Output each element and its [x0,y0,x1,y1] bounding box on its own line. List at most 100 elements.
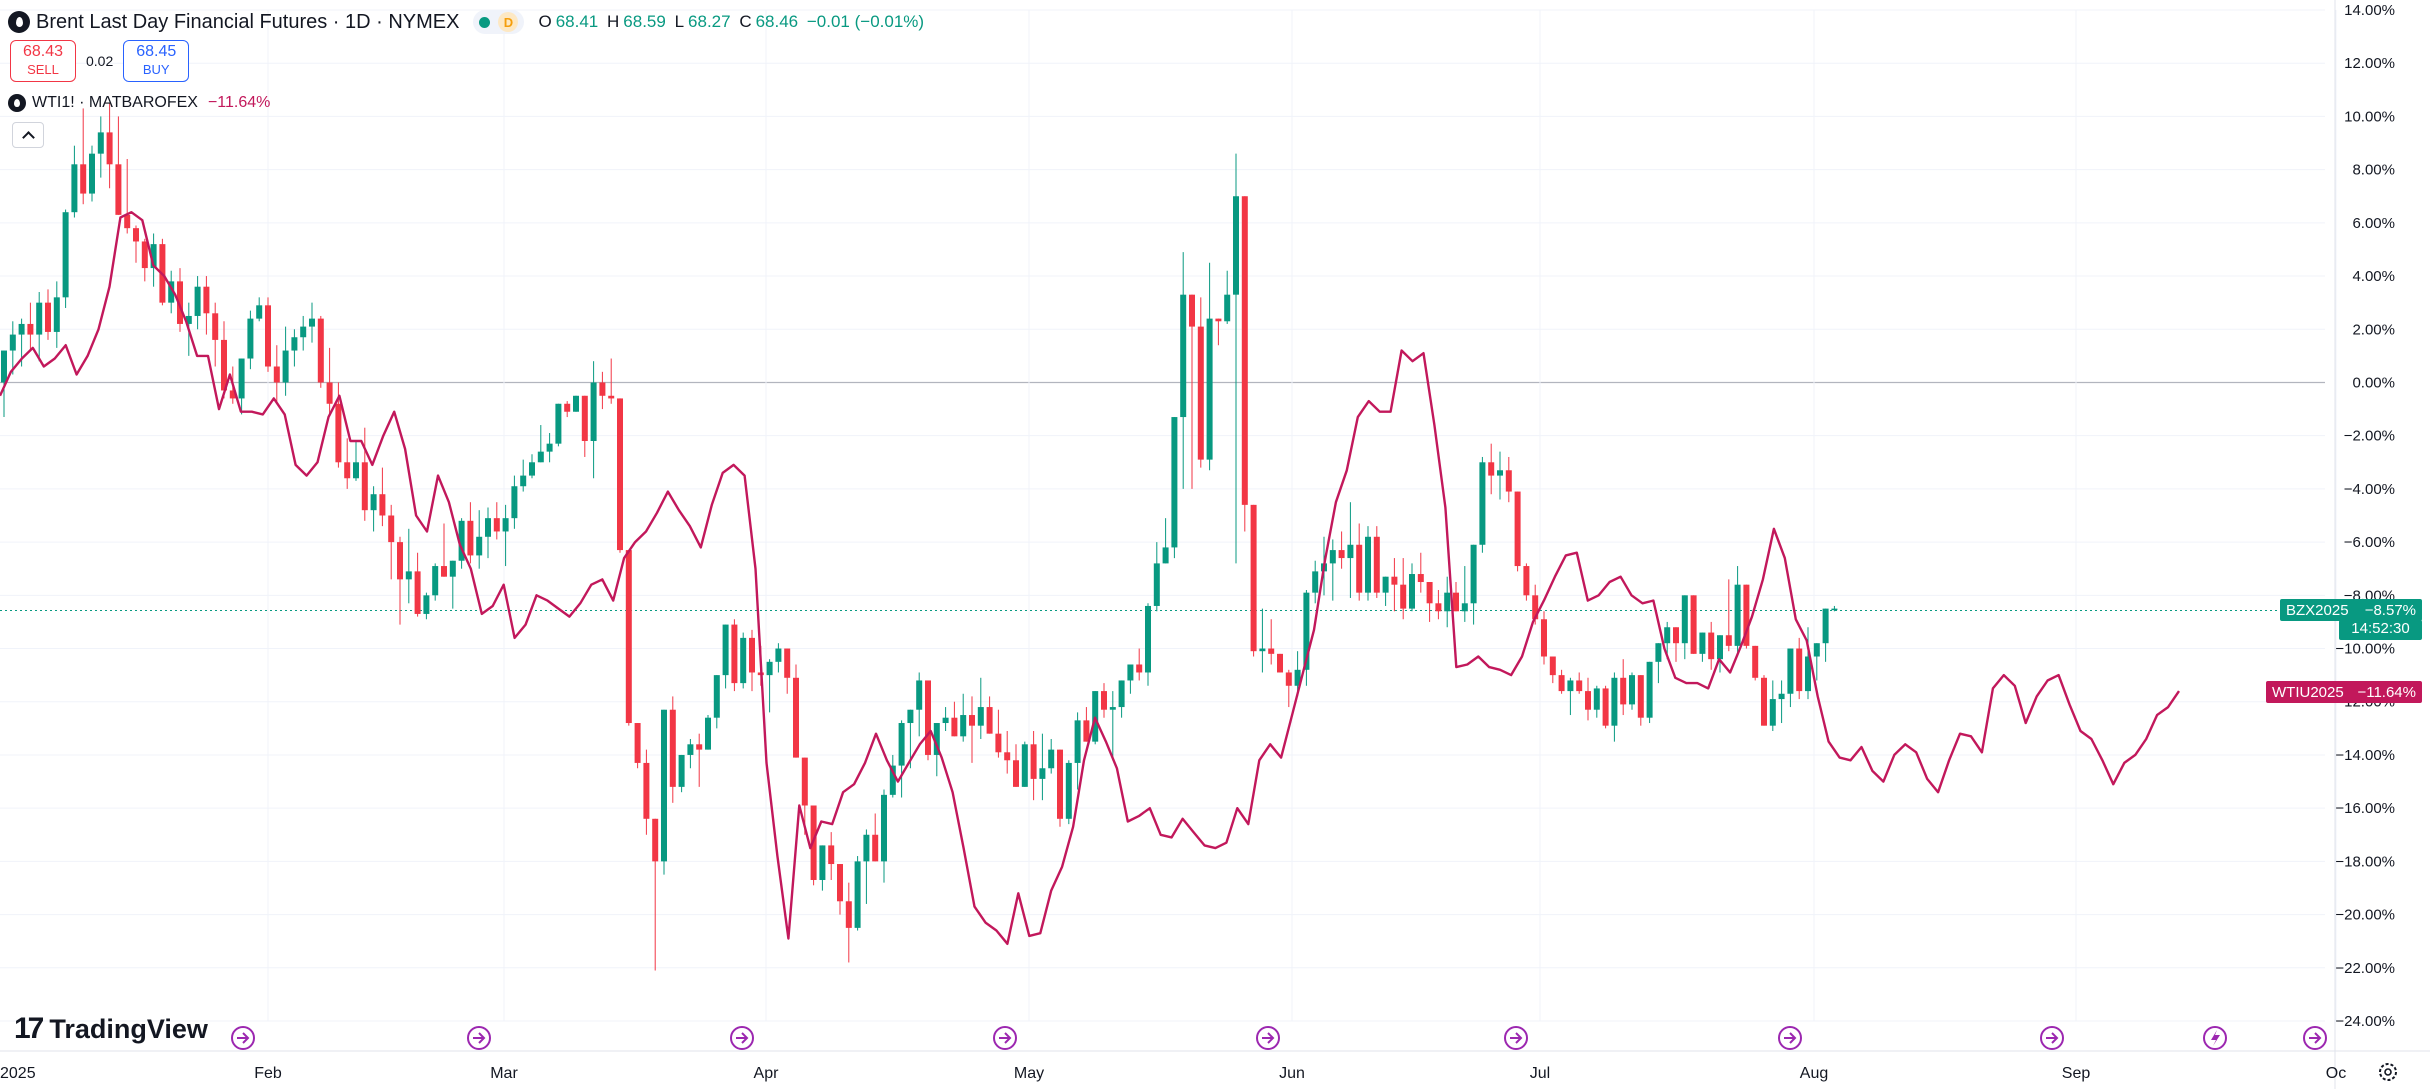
candle-body [1189,294,1195,327]
tradingview-logo[interactable]: 17 TradingView [14,1012,208,1046]
candle [634,723,641,769]
candle [1523,563,1530,601]
candle [863,829,870,904]
candle [1224,270,1231,324]
candle [599,371,606,410]
event-marker-icon[interactable] [2040,1026,2064,1050]
candle [520,459,527,492]
candle [1593,685,1600,718]
symbol-title[interactable]: Brent Last Day Financial Futures · 1D · … [36,10,460,33]
event-marker-icon[interactable] [467,1026,491,1050]
candle [889,754,896,798]
event-marker-icon[interactable] [1504,1026,1528,1050]
event-marker-icon[interactable] [993,1026,1017,1050]
compare-legend[interactable]: WTI1! · MATBAROFEX −11.64% [8,92,270,114]
y-tick-label: 12.00% [2344,55,2395,72]
candle [256,297,263,322]
event-marker-icon[interactable] [2303,1026,2327,1050]
arrow-icon [2309,1032,2322,1044]
candle-body [414,571,421,614]
candle-body [1761,677,1767,726]
candle [1479,456,1486,553]
candle-body [1109,707,1116,710]
candle-body [221,339,227,391]
candle [1118,680,1125,718]
candle-body [185,315,192,324]
candle-body [1057,749,1063,819]
candle [441,523,447,577]
candle [1162,518,1169,564]
candle-body [1646,661,1653,718]
event-marker-icon[interactable] [231,1026,255,1050]
candle-body [370,494,377,511]
candle [80,108,87,205]
candle-body [353,462,359,479]
event-marker-icon[interactable] [2203,1026,2227,1050]
event-marker-icon[interactable] [1256,1026,1280,1050]
candle-body [590,382,597,442]
candle [837,864,843,915]
collapse-legend-button[interactable] [12,122,44,148]
candle-body [1541,619,1547,657]
candle [995,709,1002,758]
candle-body [969,715,975,726]
candle-body [71,164,78,213]
candle [1761,675,1767,726]
settings-gear-icon[interactable] [2379,1063,2397,1081]
candle-body [1549,656,1556,676]
candle-body [740,637,747,684]
y-tick-label: −10.00% [2335,641,2395,658]
logo-text: TradingView [49,1013,208,1044]
candle-body [889,765,896,795]
candle [502,504,509,567]
candle [1004,731,1011,774]
candle-body [696,744,703,750]
candle [1259,608,1266,673]
candle [1805,627,1811,700]
candle-body [1831,608,1838,611]
y-tick-label: −18.00% [2335,853,2395,870]
buy-button[interactable]: 68.45 BUY [123,40,190,82]
candle-body [1030,744,1037,779]
candle-body [502,518,509,532]
candle-body [1629,675,1635,705]
candle [1620,659,1627,716]
compare-value-label: −11.64% [2357,683,2416,701]
candle [1470,544,1477,625]
event-marker-icon[interactable] [730,1026,754,1050]
candle [687,738,694,769]
candle [309,302,315,343]
candle-body [379,494,386,516]
y-tick-label: −22.00% [2335,960,2395,977]
candle [1796,637,1803,700]
candle [458,518,465,569]
candle-body [898,723,905,766]
x-tick-label: 2025 [0,1065,36,1082]
sell-label: SELL [27,62,59,77]
candle-body [62,212,69,298]
candle [1268,619,1275,665]
candle-body [300,326,307,338]
candle-body [194,286,201,316]
candle [1646,661,1653,724]
candle-body [1514,491,1521,567]
candle-body [933,723,940,755]
candle-body [1382,576,1389,593]
candle [916,672,923,737]
candle-body [282,350,289,383]
candle-body [793,677,799,758]
close-label: C [739,12,752,31]
candle-body [1162,547,1169,564]
candle [529,454,535,479]
candle-body [335,403,342,463]
candle-body [537,451,544,463]
candle [432,563,439,601]
candle [669,696,676,803]
candle-body [511,486,518,519]
candle [45,289,51,340]
event-marker-icon[interactable] [1778,1026,1802,1050]
candle [1787,648,1794,708]
candle [194,276,201,330]
sell-button[interactable]: 68.43 SELL [10,40,76,82]
